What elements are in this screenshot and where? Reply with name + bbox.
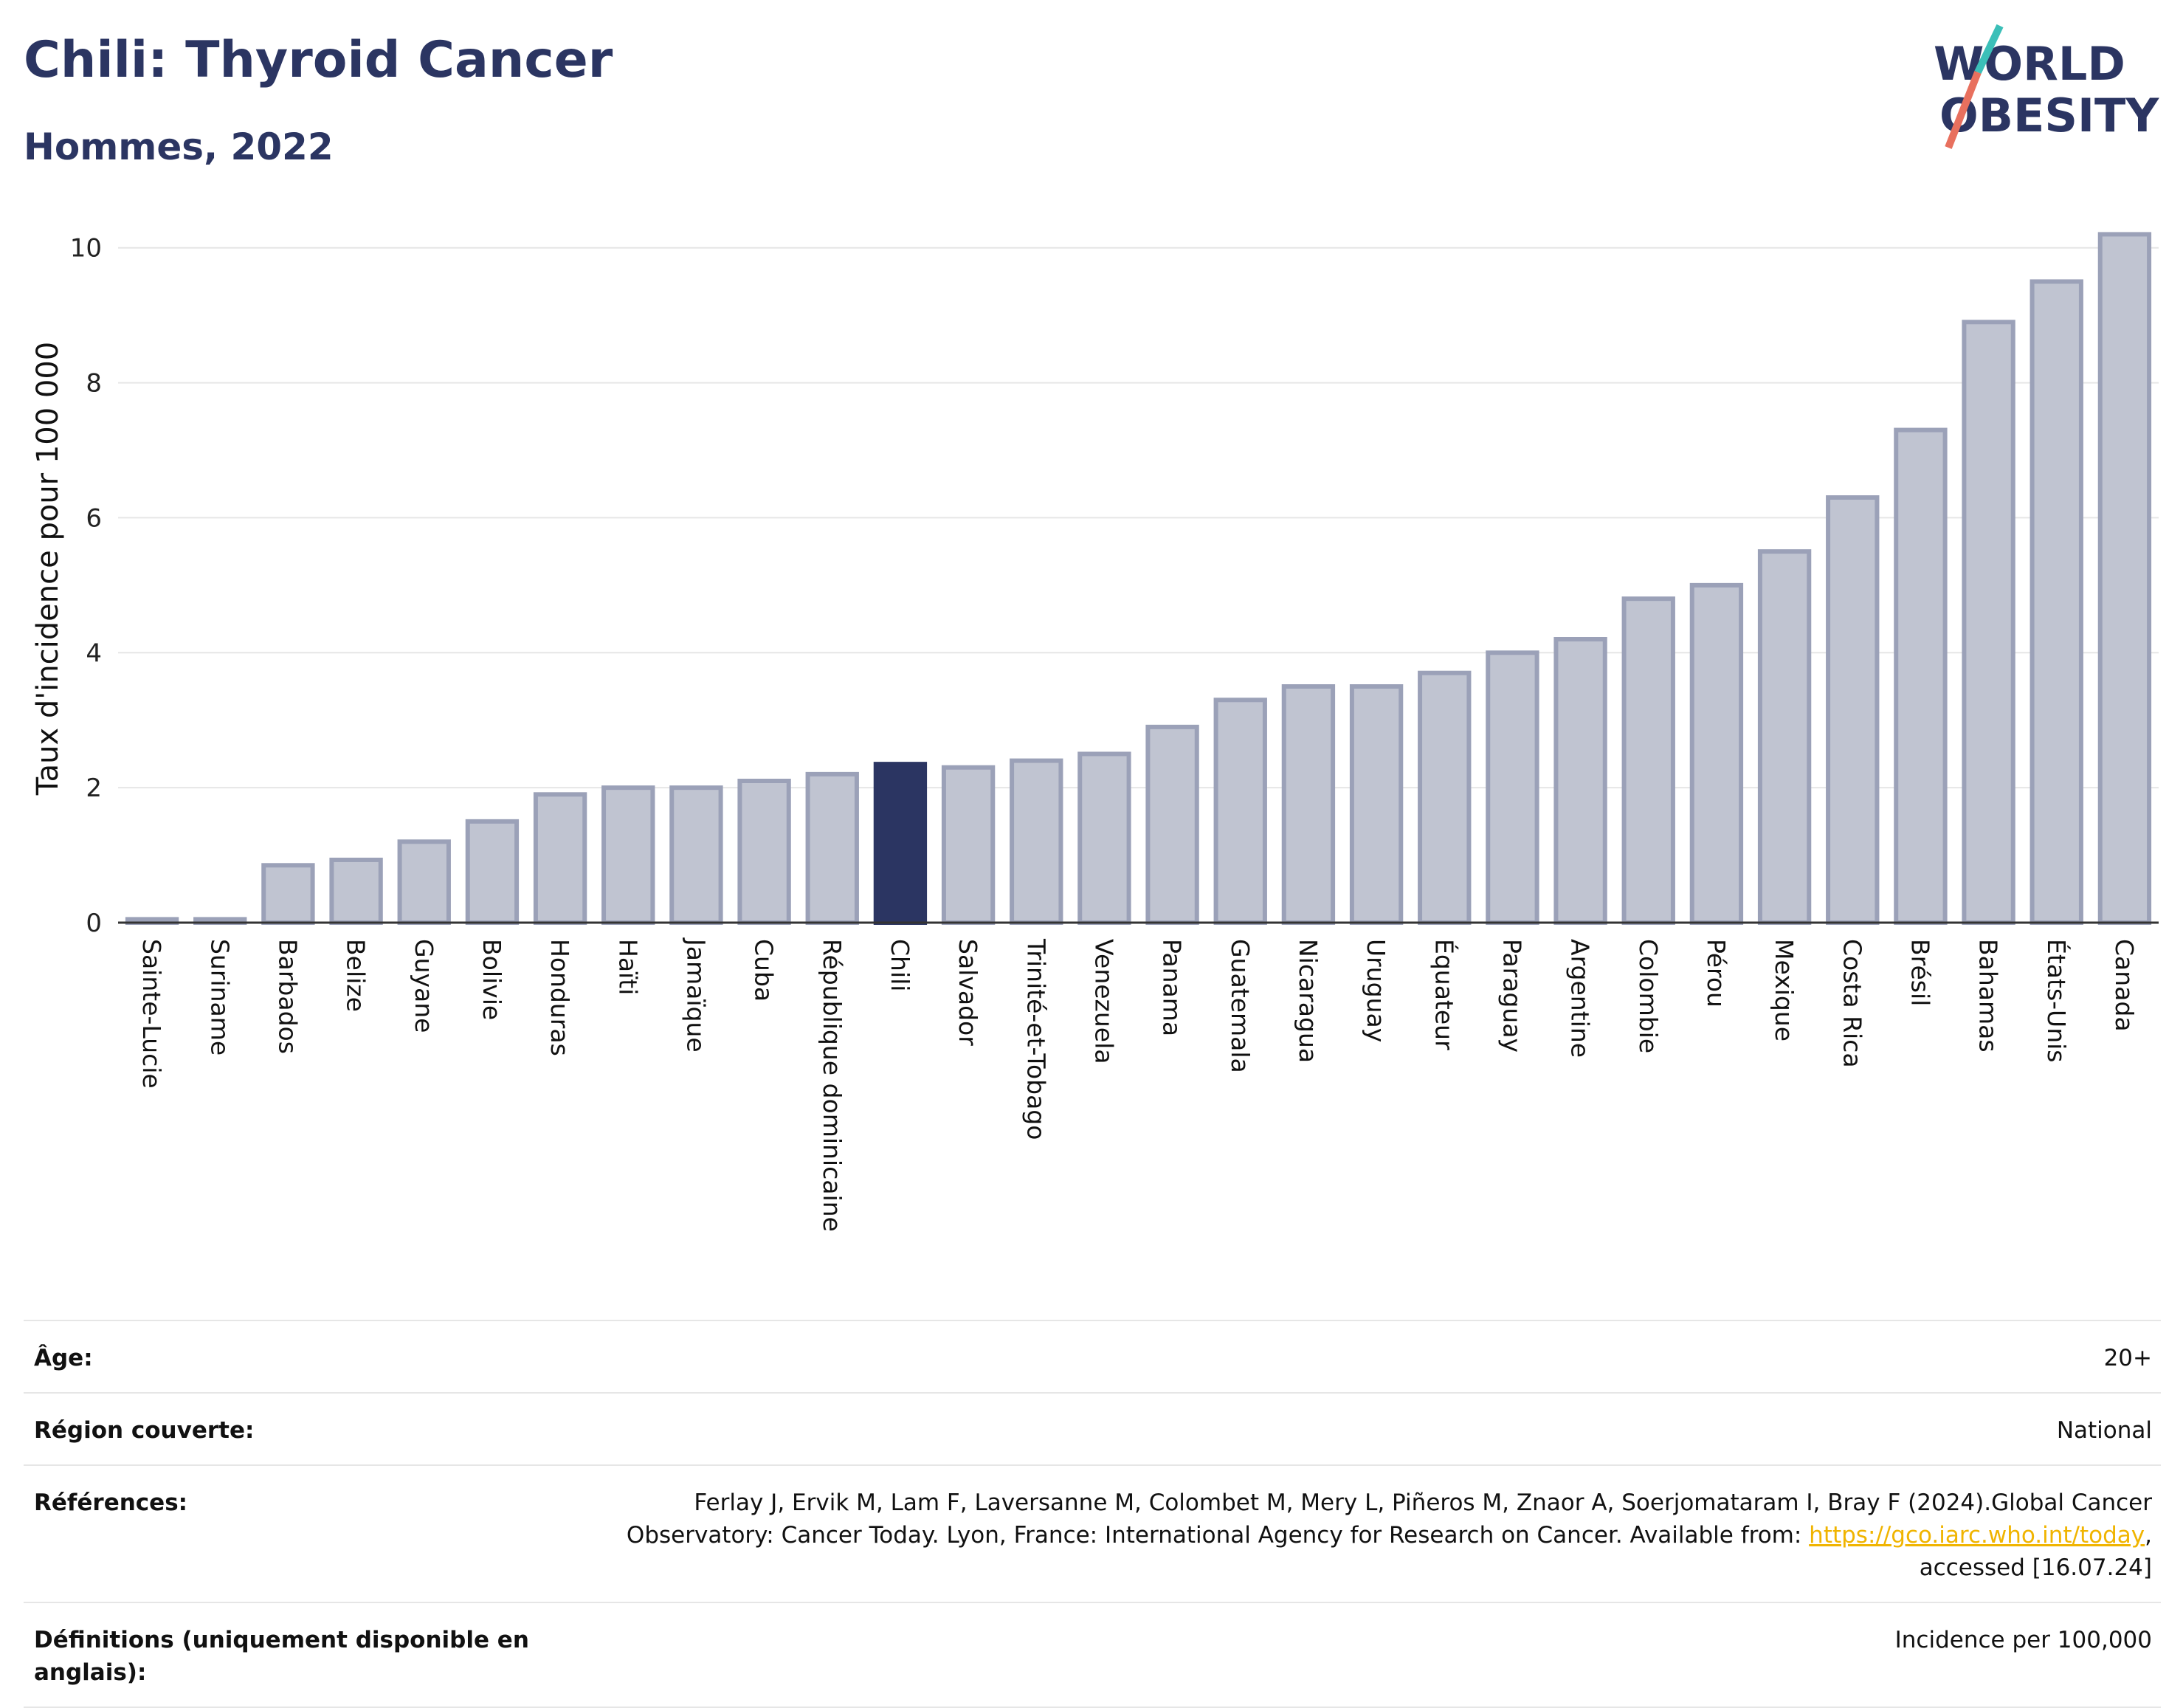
bar-Équateur (1418, 670, 1472, 925)
x-tick-label: Jamaïque (681, 937, 710, 1053)
bar-États-Unis (2029, 279, 2083, 925)
bar-Guyane (397, 839, 451, 925)
references-value: Ferlay J, Ervik M, Lam F, Laversanne M, … (565, 1487, 2152, 1584)
bar-Salvador (941, 765, 996, 926)
bar-Belize (329, 857, 383, 926)
x-tick-label: Sainte-Lucie (137, 939, 166, 1089)
x-tick-label: Canada (2110, 939, 2139, 1032)
y-axis-label: Taux d'incidence pour 100 000 (31, 342, 65, 796)
x-tick-label: Venezuela (1089, 939, 1118, 1064)
x-tick-label: Trinité-et-Tobago (1021, 938, 1050, 1140)
x-tick-label: États-Unis (2042, 939, 2072, 1062)
bar-Cuba (737, 779, 791, 925)
bar-Colombie (1621, 596, 1675, 926)
age-value: 20+ (2103, 1345, 2152, 1371)
meta-row-definitions: Définitions (uniquement disponible en an… (24, 1602, 2161, 1708)
x-tick-label: Paraguay (1497, 939, 1526, 1053)
x-tick-label: Suriname (205, 939, 234, 1056)
definitions-value: Incidence per 100,000 (1894, 1627, 2152, 1653)
bar-chart: 0 2 4 6 8 10 Sainte-Lucie Suriname Barbados Beli… (31, 232, 2159, 1232)
x-tick-label: Haïti (613, 939, 642, 995)
metadata-table: Âge: 20+ Région couverte: National Référ… (24, 1320, 2161, 1708)
x-tick-label: Brésil (1906, 939, 1934, 1006)
bar-Bahamas (1962, 320, 2015, 926)
references-label: Références: (34, 1490, 188, 1516)
x-tick-label: Guatemala (1226, 939, 1255, 1073)
x-tick-label: Argentine (1566, 939, 1595, 1058)
x-tick-label: Équateur (1430, 939, 1459, 1050)
x-tick-label: Honduras (545, 939, 574, 1056)
bar-Paraguay (1486, 650, 1539, 925)
meta-row-references: Références: Ferlay J, Ervik M, Lam F, La… (24, 1464, 2161, 1602)
x-tick-label: Colombie (1634, 939, 1663, 1053)
x-tick-label: Mexique (1770, 939, 1799, 1041)
y-axis-ticks: 0 2 4 6 8 10 (70, 234, 102, 938)
bar-Honduras (533, 792, 587, 925)
x-tick-label: Nicaragua (1294, 939, 1322, 1063)
bar-Uruguay (1349, 684, 1404, 925)
bar-Mexique (1757, 549, 1812, 925)
bar-République dominicaine (805, 771, 859, 925)
x-tick-label: Bolivie (477, 939, 506, 1020)
y-tick-label: 4 (86, 638, 102, 668)
page-subtitle: Hommes, 2022 (24, 125, 334, 168)
x-tick-label: Pérou (1702, 939, 1731, 1008)
logo-line2: OBESITY (1939, 89, 2159, 142)
logo-slash-top (1974, 24, 2004, 75)
y-tick-label: 0 (86, 909, 102, 938)
x-tick-label: Guyane (410, 939, 438, 1033)
bar-Costa Rica (1826, 495, 1880, 925)
x-tick-label: Bahamas (1974, 939, 2003, 1053)
bar-Canada (2097, 232, 2152, 925)
x-tick-label: Uruguay (1362, 939, 1390, 1042)
x-tick-label: Costa Rica (1838, 939, 1866, 1068)
y-tick-label: 2 (86, 774, 102, 803)
grid-lines (118, 247, 2159, 789)
definitions-label: Définitions (uniquement disponible en an… (34, 1627, 529, 1686)
bars (125, 232, 2152, 926)
references-text-1: Ferlay J, Ervik M, Lam F, Laversanne M, … (626, 1490, 2152, 1549)
logo-slash-bottom (1945, 71, 1982, 149)
region-label: Région couverte: (34, 1417, 255, 1444)
logo-line1: WORLD (1934, 37, 2125, 91)
x-axis-labels: Sainte-Lucie Suriname Barbados Belize Guyane… (137, 937, 2139, 1232)
bar-Brésil (1894, 427, 1948, 926)
x-tick-label: Salvador (953, 939, 982, 1046)
page-title: Chili: Thyroid Cancer (24, 31, 613, 89)
bar-Guatemala (1213, 698, 1267, 925)
x-tick-label: Chili (886, 939, 914, 991)
bar-Panama (1145, 724, 1199, 925)
bar-Jamaïque (669, 785, 723, 926)
bar-Barbados (261, 863, 315, 925)
references-text-2: , accessed [16.07.24] (1919, 1522, 2152, 1581)
world-obesity-logo: WORLD OBESITY (1934, 24, 2159, 149)
references-link[interactable]: https://gco.iarc.who.int/today (1809, 1522, 2145, 1549)
x-tick-label: Cuba (750, 939, 779, 1002)
y-tick-label: 8 (86, 369, 102, 399)
bar-Argentine (1553, 637, 1607, 925)
bar-Chili (873, 762, 928, 926)
bar-Pérou (1689, 582, 1744, 925)
x-tick-label: République dominicaine (818, 939, 846, 1232)
y-tick-label: 10 (70, 234, 102, 264)
x-tick-label: Barbados (273, 939, 302, 1054)
bar-Nicaragua (1281, 684, 1336, 925)
meta-row-region: Région couverte: National (24, 1392, 2161, 1464)
region-value: National (2056, 1417, 2152, 1444)
bar-Bolivie (465, 819, 520, 925)
bar-Trinité-et-Tobago (1010, 758, 1063, 925)
age-label: Âge: (34, 1345, 93, 1371)
y-tick-label: 6 (86, 503, 102, 533)
x-tick-label: Belize (342, 939, 370, 1012)
bar-Haïti (601, 785, 655, 926)
meta-row-age: Âge: 20+ (24, 1320, 2161, 1392)
x-tick-label: Panama (1158, 939, 1187, 1036)
bar-Venezuela (1077, 751, 1131, 926)
